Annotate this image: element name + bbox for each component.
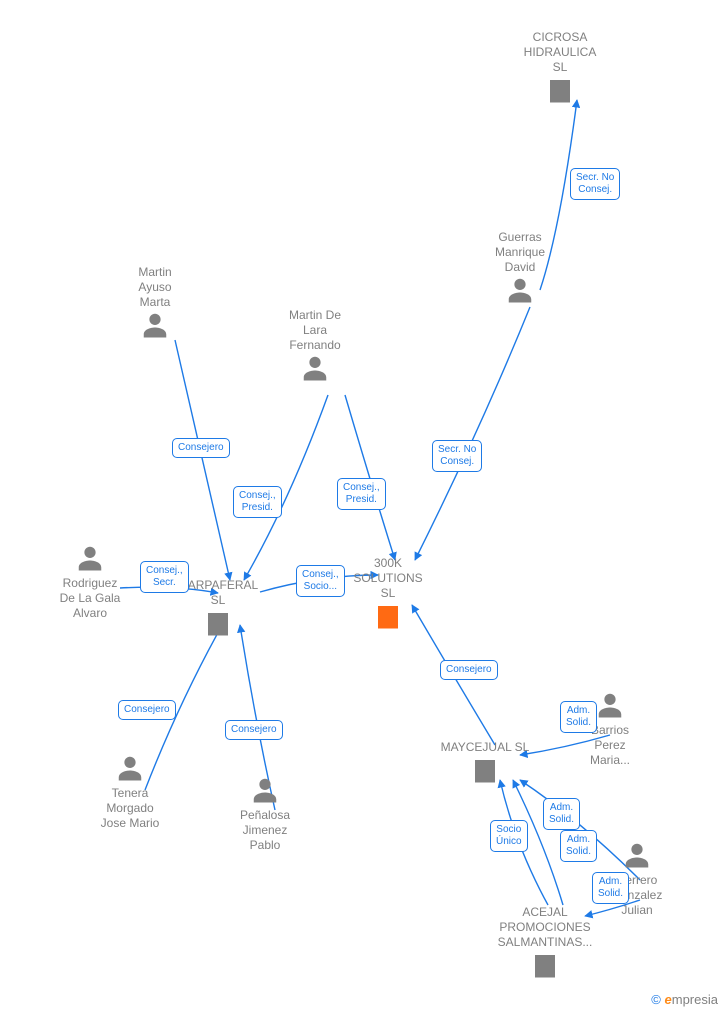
edge-label: Adm. Solid. [543, 798, 580, 830]
edge-label: Consej., Secr. [140, 561, 189, 593]
node-label-line: Ayuso [105, 280, 205, 295]
node-maycejual[interactable]: MAYCEJUAL SL [435, 740, 535, 788]
node-label-line: Pablo [215, 838, 315, 853]
node-label-line: Lara [265, 323, 365, 338]
node-martin_a[interactable]: MartinAyusoMarta [105, 265, 205, 343]
node-label-line: CICROSA [510, 30, 610, 45]
node-label-line: HIDRAULICA [510, 45, 610, 60]
node-label-line: Alvaro [40, 606, 140, 621]
person-icon [140, 310, 170, 340]
diagram-canvas: CICROSAHIDRAULICASLGuerrasManriqueDavidM… [0, 0, 728, 1015]
node-label-line: SL [168, 593, 268, 608]
brand-rest: mpresia [672, 992, 718, 1007]
person-icon [300, 353, 330, 383]
node-solutions[interactable]: 300KSOLUTIONSSL [338, 556, 438, 634]
node-label-line: SL [338, 586, 438, 601]
node-label-line: MAYCEJUAL SL [435, 740, 535, 755]
node-label-line: PROMOCIONES [495, 920, 595, 935]
person-icon [505, 275, 535, 305]
edge-label: Consej., Presid. [337, 478, 386, 510]
node-guerras[interactable]: GuerrasManriqueDavid [470, 230, 570, 308]
person-icon [75, 543, 105, 573]
building-icon [545, 75, 575, 105]
edge-label: Secr. No Consej. [570, 168, 620, 200]
node-label-line: Guerras [470, 230, 570, 245]
node-label-line: Maria... [560, 753, 660, 768]
footer-credit: © empresia [651, 992, 718, 1007]
node-label-line: Martin De [265, 308, 365, 323]
edge-label: Socio Único [490, 820, 528, 852]
edge-label: Adm. Solid. [592, 872, 629, 904]
edge-label: Consejero [225, 720, 283, 740]
node-penalosa[interactable]: PeñalosaJimenezPablo [215, 775, 315, 853]
node-label-line: Jose Mario [80, 816, 180, 831]
node-label-line: SL [510, 60, 610, 75]
node-label-line: SOLUTIONS [338, 571, 438, 586]
node-label-line: Peñalosa [215, 808, 315, 823]
building-icon [203, 608, 233, 638]
node-label-line: Tenera [80, 786, 180, 801]
node-label-line: 300K [338, 556, 438, 571]
building-icon [470, 755, 500, 785]
brand-e: e [665, 992, 672, 1007]
node-label-line: David [470, 260, 570, 275]
node-label-line: Julian [587, 903, 687, 918]
node-label-line: Fernando [265, 338, 365, 353]
node-label-line: ACEJAL [495, 905, 595, 920]
person-icon [622, 840, 652, 870]
node-acejal[interactable]: ACEJALPROMOCIONESSALMANTINAS... [495, 905, 595, 983]
node-label-line: Perez [560, 738, 660, 753]
node-label-line: Morgado [80, 801, 180, 816]
node-rodriguez[interactable]: RodriguezDe La GalaAlvaro [40, 543, 140, 621]
node-tenera[interactable]: TeneraMorgadoJose Mario [80, 753, 180, 831]
building-icon [530, 950, 560, 980]
edge-label: Secr. No Consej. [432, 440, 482, 472]
edge-label: Adm. Solid. [560, 701, 597, 733]
edge-label: Consejero [172, 438, 230, 458]
node-label-line: Marta [105, 295, 205, 310]
edge-label: Consejero [118, 700, 176, 720]
edge-label: Consej., Socio... [296, 565, 345, 597]
edge-label: Consej., Presid. [233, 486, 282, 518]
node-label-line: SALMANTINAS... [495, 935, 595, 950]
node-label-line: De La Gala [40, 591, 140, 606]
person-icon [250, 775, 280, 805]
node-label-line: Manrique [470, 245, 570, 260]
person-icon [595, 690, 625, 720]
person-icon [115, 753, 145, 783]
edge-label: Adm. Solid. [560, 830, 597, 862]
copyright-symbol: © [651, 992, 661, 1007]
edge-label: Consejero [440, 660, 498, 680]
node-label-line: Jimenez [215, 823, 315, 838]
node-label-line: Martin [105, 265, 205, 280]
node-cicrosa[interactable]: CICROSAHIDRAULICASL [510, 30, 610, 108]
node-label-line: Rodriguez [40, 576, 140, 591]
node-martin_l[interactable]: Martin DeLaraFernando [265, 308, 365, 386]
building-icon [373, 601, 403, 631]
